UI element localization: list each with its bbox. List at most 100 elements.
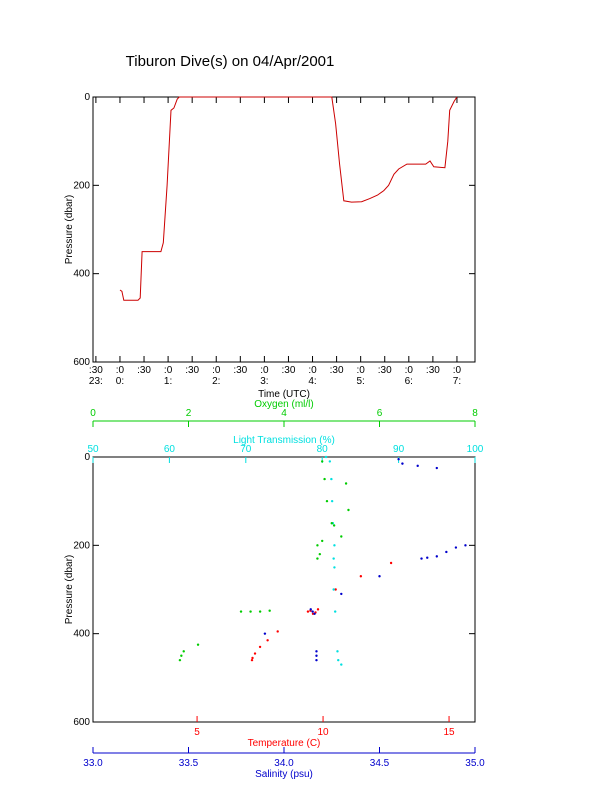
x-axis-title: Salinity (psu) xyxy=(255,769,313,780)
data-point xyxy=(332,524,336,527)
x-tick-label: :0 xyxy=(116,365,125,376)
x-tick-label: 100 xyxy=(467,444,484,455)
data-point xyxy=(344,482,348,485)
data-point xyxy=(336,650,339,653)
data-point xyxy=(318,552,322,556)
x-tick-hour: 3: xyxy=(260,376,268,387)
y-axis-title: Pressure (dbar) xyxy=(64,555,75,624)
y-tick-label: 0 xyxy=(84,92,90,103)
x-tick-label: :30 xyxy=(281,365,295,376)
data-point xyxy=(445,550,448,554)
y-tick-label: 0 xyxy=(84,452,90,463)
data-point xyxy=(268,609,271,612)
x-tick-label: :30 xyxy=(426,365,440,376)
data-point xyxy=(426,556,429,559)
data-point xyxy=(306,610,310,613)
data-point xyxy=(315,650,318,653)
data-point xyxy=(249,610,252,613)
data-point xyxy=(325,499,329,503)
x-tick-label: 4 xyxy=(281,408,287,419)
x-tick-label: 33.0 xyxy=(83,758,103,769)
data-point xyxy=(180,654,183,657)
data-point xyxy=(328,460,332,463)
x-tick-hour: 0: xyxy=(116,376,124,387)
data-point xyxy=(250,658,254,662)
data-point xyxy=(333,544,336,547)
x-tick-label: :30 xyxy=(185,365,199,376)
x-axis-title: Temperature (C) xyxy=(248,738,321,749)
data-point xyxy=(313,612,316,615)
chart-title: Tiburon Dive(s) on 04/Apr/2001 xyxy=(126,53,335,70)
data-point xyxy=(315,654,318,657)
data-point xyxy=(316,608,320,611)
x-tick-label: :30 xyxy=(330,365,344,376)
y-tick-label: 200 xyxy=(73,540,90,551)
plot-frame xyxy=(92,96,476,363)
x-tick-label: 80 xyxy=(317,444,329,455)
data-point xyxy=(416,464,419,468)
x-axis-title: Oxygen (ml/l) xyxy=(254,399,313,410)
data-point xyxy=(251,656,254,660)
data-point xyxy=(401,462,404,465)
x-tick-label: :0 xyxy=(164,365,173,376)
data-point xyxy=(315,658,318,662)
x-tick-label: :30 xyxy=(89,365,103,376)
x-tick-label: :30 xyxy=(137,365,151,376)
data-point xyxy=(337,658,340,662)
data-point xyxy=(397,458,400,461)
x-tick-hour: 4: xyxy=(308,376,316,387)
x-tick-label: 6 xyxy=(377,408,383,419)
x-tick-label: 90 xyxy=(393,444,405,455)
x-tick-label: 5 xyxy=(194,727,200,738)
data-point xyxy=(334,588,337,591)
x-tick-hour: 6: xyxy=(405,376,413,387)
x-tick-label: 33.5 xyxy=(179,758,199,769)
x-tick-label: 15 xyxy=(443,727,455,738)
data-point xyxy=(435,555,438,558)
x-tick-label: :30 xyxy=(233,365,247,376)
x-tick-label: 35.0 xyxy=(465,758,485,769)
x-tick-label: 50 xyxy=(87,444,99,455)
data-point xyxy=(316,544,319,547)
y-tick-label: 400 xyxy=(73,629,90,640)
data-point xyxy=(330,477,333,481)
x-tick-hour: 2: xyxy=(212,376,220,387)
data-point xyxy=(178,658,182,662)
x-tick-hour: 7: xyxy=(453,376,461,387)
data-point xyxy=(266,639,269,642)
x-tick-label: :30 xyxy=(378,365,392,376)
x-tick-label: :0 xyxy=(356,365,365,376)
x-tick-label: :0 xyxy=(212,365,221,376)
data-point xyxy=(239,610,243,613)
x-tick-hour: 1: xyxy=(164,376,172,387)
data-point xyxy=(253,652,257,655)
data-point xyxy=(263,632,267,635)
x-tick-label: 10 xyxy=(317,727,329,738)
data-point xyxy=(340,663,343,666)
x-axis-title: Time (UTC) xyxy=(258,389,310,400)
data-point xyxy=(276,630,279,633)
dive-line xyxy=(119,96,458,301)
data-point xyxy=(330,522,333,525)
x-tick-label: 8 xyxy=(472,408,478,419)
data-point xyxy=(324,455,328,459)
x-tick-hour: 5: xyxy=(356,376,364,387)
x-tick-hour: 23: xyxy=(89,376,103,387)
x-tick-label: :0 xyxy=(453,365,462,376)
x-axis-title: Light Transmission (%) xyxy=(233,435,335,446)
y-tick-label: 200 xyxy=(73,180,90,191)
x-tick-label: 0 xyxy=(90,408,96,419)
data-point xyxy=(321,539,324,543)
data-point xyxy=(309,608,312,611)
data-point xyxy=(316,557,319,560)
x-tick-label: 60 xyxy=(164,444,176,455)
data-point xyxy=(321,460,324,463)
data-point xyxy=(333,610,337,613)
data-point xyxy=(435,466,438,470)
x-tick-label: :0 xyxy=(260,365,269,376)
x-tick-label: 70 xyxy=(240,444,252,455)
data-point xyxy=(340,592,343,596)
data-point xyxy=(196,643,200,646)
